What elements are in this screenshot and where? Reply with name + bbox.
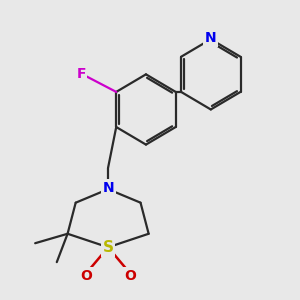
Text: N: N <box>102 181 114 195</box>
Text: O: O <box>81 268 92 283</box>
Text: S: S <box>103 240 114 255</box>
Text: N: N <box>205 31 217 45</box>
Text: O: O <box>124 268 136 283</box>
Text: F: F <box>76 67 86 81</box>
